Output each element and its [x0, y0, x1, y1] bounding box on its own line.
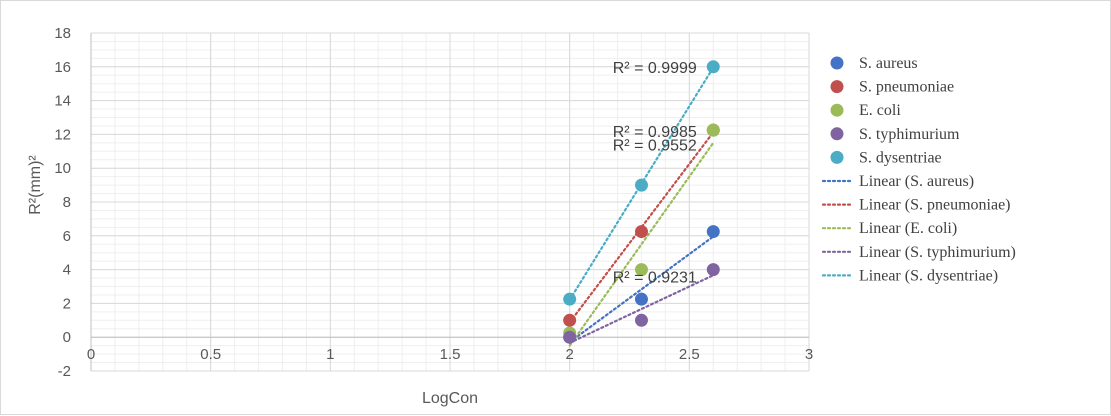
x-tick-label: 0.5: [200, 346, 221, 363]
r-squared-label: R² = 0.9231: [613, 269, 697, 286]
y-tick-label: 18: [54, 25, 71, 42]
legend-marker: [830, 103, 844, 117]
data-point: [706, 225, 720, 239]
trendline: [568, 141, 715, 347]
legend-entry: S. typhimurium: [859, 126, 960, 143]
data-point: [634, 292, 648, 306]
axes: [90, 33, 809, 371]
y-tick-label: -2: [58, 363, 71, 380]
x-tick-label: 2.5: [679, 346, 700, 363]
y-tick-label: 0: [63, 329, 71, 346]
r-squared-label: R² = 0.9985: [613, 124, 697, 141]
data-point: [706, 123, 720, 137]
data-point: [563, 313, 577, 327]
y-axis-title: R²(mm)²: [27, 155, 44, 215]
y-tick-label: 4: [63, 262, 71, 279]
data-point: [563, 292, 577, 306]
legend-marker: [830, 56, 844, 70]
legend-entry: Linear (S. aureus): [859, 173, 974, 190]
data-point: [706, 60, 720, 74]
legend-entry: Linear (S. dysentriae): [859, 267, 998, 284]
y-tick-label: 16: [54, 59, 71, 76]
y-tick-label: 10: [54, 160, 71, 177]
trendline: [568, 235, 715, 344]
data-point: [634, 313, 648, 327]
legend-entry: Linear (S. pneumoniae): [859, 197, 1011, 214]
legend-entry: Linear (S. typhimurium): [859, 244, 1016, 261]
r-squared-label: R² = 0.9999: [613, 60, 697, 77]
data-point: [634, 263, 648, 277]
x-tick-labels: 0 0.5 1 1.5 2 2.5 3: [87, 346, 813, 363]
x-tick-label: 1: [326, 346, 334, 363]
legend: S. aureus S. pneumoniae E. coli S. typhimur…: [821, 55, 1016, 284]
y-tick-label: 12: [54, 126, 71, 143]
y-tick-label: 14: [54, 93, 71, 110]
x-tick-label: 3: [805, 346, 813, 363]
r-squared-label: R² = 0.9552: [613, 138, 697, 155]
legend-entry: S. aureus: [859, 55, 918, 72]
legend-entry: E. coli: [859, 102, 901, 119]
y-tick-label: 6: [63, 228, 71, 245]
data-point: [563, 330, 577, 344]
legend-marker: [830, 80, 844, 94]
data-point: [634, 225, 648, 239]
x-axis-title: LogCon: [422, 390, 478, 407]
legend-entry: S. dysentriae: [859, 149, 942, 166]
data-point: [706, 263, 720, 277]
data-point: [634, 178, 648, 192]
x-tick-label: 1.5: [440, 346, 461, 363]
y-tick-label: 2: [63, 295, 71, 312]
data-points: [563, 60, 720, 344]
legend-marker: [830, 127, 844, 141]
x-tick-label: 0: [87, 346, 95, 363]
legend-marker: [830, 150, 844, 164]
y-tick-labels: -2 0 2 4 6 8 10 12 14 16 18: [54, 25, 71, 380]
y-tick-label: 8: [63, 194, 71, 211]
legend-entry: Linear (E. coli): [859, 220, 957, 237]
legend-entry: S. pneumoniae: [859, 79, 954, 96]
trendline: [568, 274, 715, 344]
x-tick-label: 2: [565, 346, 573, 363]
